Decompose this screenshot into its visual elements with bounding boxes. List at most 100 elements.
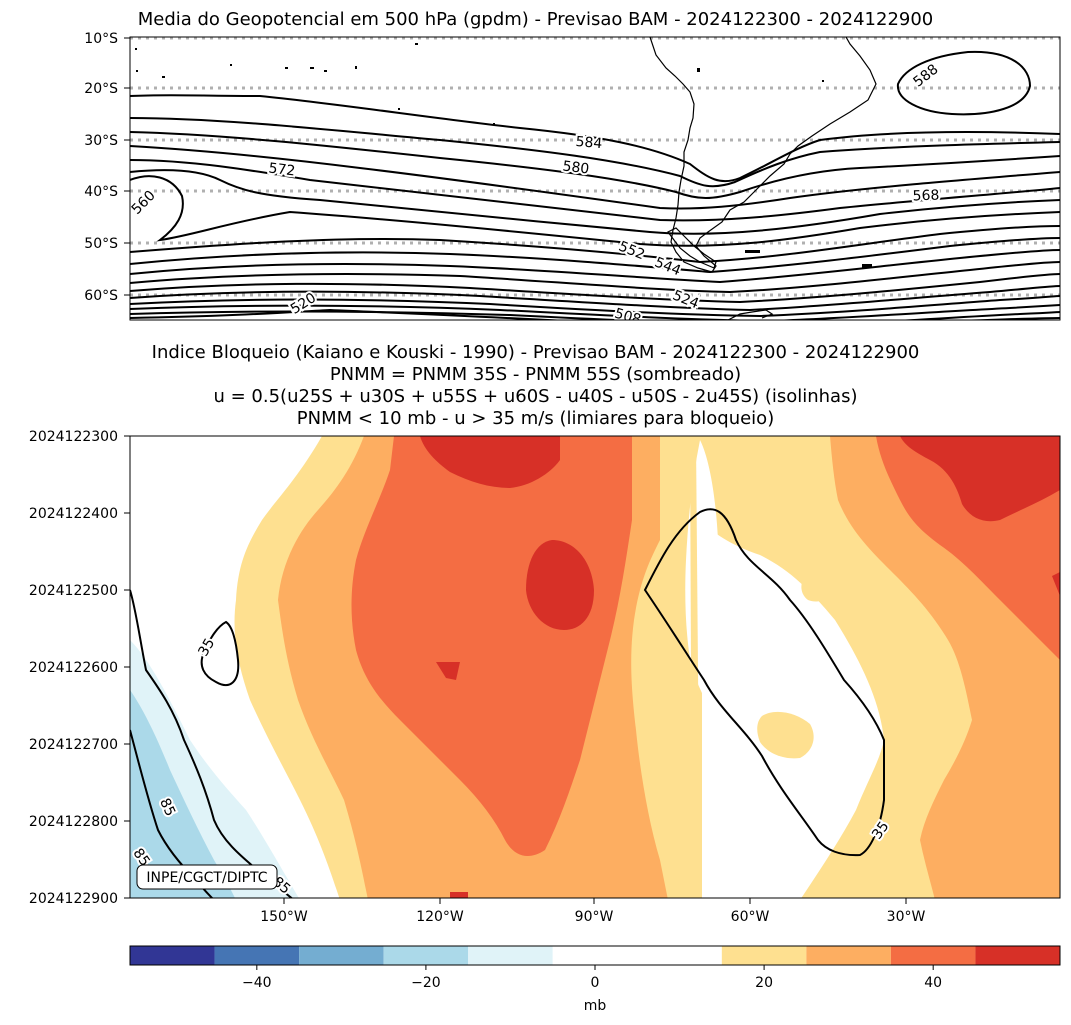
colorbar-tick-label: −40 — [242, 975, 272, 991]
xtick-150w: 150°W — [260, 909, 308, 925]
colorbar-segment — [130, 946, 215, 965]
south-america-coastline — [649, 37, 877, 273]
yellow-stripe — [690, 440, 700, 898]
contour-label-584: 584 — [575, 134, 603, 152]
contour-524 — [130, 310, 1060, 320]
ytick-10s: 10°S — [84, 31, 118, 47]
ytick-50s: 50°S — [84, 236, 118, 252]
index-title-line-3: u = 0.5(u25S + u30S + u55S + u60S - u40S… — [213, 386, 858, 407]
yellow-patch-1 — [801, 573, 832, 602]
colorbar-ticks: −40 −20 0 20 40 — [242, 965, 942, 991]
xtick-30w: 30°W — [887, 909, 926, 925]
contour-572 — [130, 145, 1060, 210]
colorbar-tick-label: 20 — [755, 975, 773, 991]
shade-orange-west — [351, 436, 632, 856]
contour-label-580: 580 — [562, 158, 590, 177]
contour-580 — [130, 117, 1060, 188]
islands — [135, 43, 872, 268]
neutral-channel — [685, 440, 824, 810]
geopotential-yticks: 10°S 20°S 30°S 40°S 50°S 60°S — [84, 31, 130, 304]
ytick-2024122700: 2024122700 — [29, 737, 118, 753]
colorbar-label: mb — [584, 998, 607, 1014]
contour-588-anticyclone — [896, 50, 1032, 116]
shade-red-edge — [1052, 572, 1060, 596]
blocking-yticks: 2024122300 2024122400 2024122500 2024122… — [29, 429, 130, 907]
shade-red-center — [526, 540, 594, 630]
colorbar: −40 −20 0 20 40 mb — [129, 945, 1061, 1014]
colorbar-segment — [468, 946, 553, 965]
colorbar-segment — [383, 946, 469, 965]
contour-label-572: 572 — [268, 160, 296, 179]
colorbar-segment — [637, 946, 722, 965]
contour-576 — [130, 131, 1060, 199]
geopotential-frame — [129, 36, 1061, 321]
index-title-line-4: PNMM < 10 mb - u > 35 m/s (limiares para… — [296, 408, 775, 429]
blocking-xticks: 150°W 120°W 90°W 60°W 30°W — [260, 898, 925, 925]
contour-548 — [130, 249, 1060, 284]
contour-564 — [130, 169, 1060, 235]
attribution-box: INPE/CGCT/DIPTC — [136, 864, 278, 890]
geopotential-contours — [130, 50, 1060, 320]
contour-label-568: 568 — [912, 188, 939, 205]
contour-568 — [130, 159, 1060, 222]
xtick-90w: 90°W — [575, 909, 614, 925]
contour-544 — [130, 261, 1060, 294]
contour-label-508: 508 — [613, 306, 643, 329]
colorbar-segment — [890, 946, 976, 965]
colorbar-segment — [552, 946, 638, 965]
contour-532 — [130, 295, 1060, 318]
ytick-40s: 40°S — [84, 184, 118, 200]
ytick-2024122400: 2024122400 — [29, 506, 118, 522]
colorbar-segment — [214, 946, 300, 965]
shade-red-east — [900, 436, 1060, 522]
colorbar-segment — [299, 946, 384, 965]
geopotential-plot-area: 588 584 580 572 568 560 552 544 524 520 … — [130, 37, 1060, 329]
blocking-index-plot: 35 35 85 85 85 INPE/CGCT/DIPTC 202412230… — [29, 429, 1061, 925]
contour-584 — [130, 94, 1060, 183]
neutral-blob — [711, 560, 850, 790]
colorbar-tick-label: 40 — [924, 975, 942, 991]
map-title: Media do Geopotencial em 500 hPa (gpdm) … — [137, 9, 934, 30]
ytick-20s: 20°S — [84, 81, 118, 97]
ytick-2024122500: 2024122500 — [29, 583, 118, 599]
contour-528 — [130, 304, 1060, 320]
contour-label-544: 544 — [652, 255, 683, 280]
contour-560-cutoff — [130, 175, 1060, 247]
shade-40-50 — [420, 436, 1060, 898]
ytick-2024122600: 2024122600 — [29, 660, 118, 676]
colorbar-segment — [721, 946, 807, 965]
shade-yellow-patches — [690, 440, 832, 898]
ytick-60s: 60°S — [84, 288, 118, 304]
colorbar-tick-label: −20 — [411, 975, 441, 991]
isoline-35-east — [643, 508, 885, 857]
blocking-plot-area: 35 35 85 85 85 INPE/CGCT/DIPTC — [130, 436, 1060, 898]
ytick-30s: 30°S — [84, 133, 118, 149]
contour-520 — [130, 308, 1060, 320]
colorbar-segment — [975, 946, 1060, 965]
isoline-85-inner — [130, 729, 214, 898]
colorbar-segments — [130, 946, 1060, 965]
shade-red-small — [436, 662, 460, 680]
ytick-2024122300: 2024122300 — [29, 429, 118, 445]
ytick-2024122900: 2024122900 — [29, 891, 118, 907]
contour-540 — [130, 273, 1060, 304]
colorbar-tick-label: 0 — [591, 975, 600, 991]
contour-556 — [130, 225, 1060, 264]
yellow-patch-2 — [757, 711, 814, 759]
shade-negative — [130, 640, 299, 898]
geopotential-map: 588 584 580 572 568 560 552 544 524 520 … — [84, 31, 1061, 329]
shade-neg-20-30 — [130, 690, 235, 898]
shade-red-south — [450, 892, 468, 898]
isoline-35-west — [200, 620, 240, 687]
xtick-120w: 120°W — [416, 909, 464, 925]
shade-red-north — [420, 436, 560, 488]
attribution-text: INPE/CGCT/DIPTC — [146, 870, 267, 886]
index-title-line-1: Indice Bloqueio (Kaiano e Kouski - 1990)… — [151, 342, 920, 363]
contour-536 — [130, 285, 1060, 312]
ytick-2024122800: 2024122800 — [29, 814, 118, 830]
shade-neutral — [685, 440, 850, 810]
colorbar-segment — [806, 946, 891, 965]
index-title-line-2: PNMM = PNMM 35S - PNMM 55S (sombreado) — [329, 364, 742, 385]
xtick-60w: 60°W — [731, 909, 770, 925]
